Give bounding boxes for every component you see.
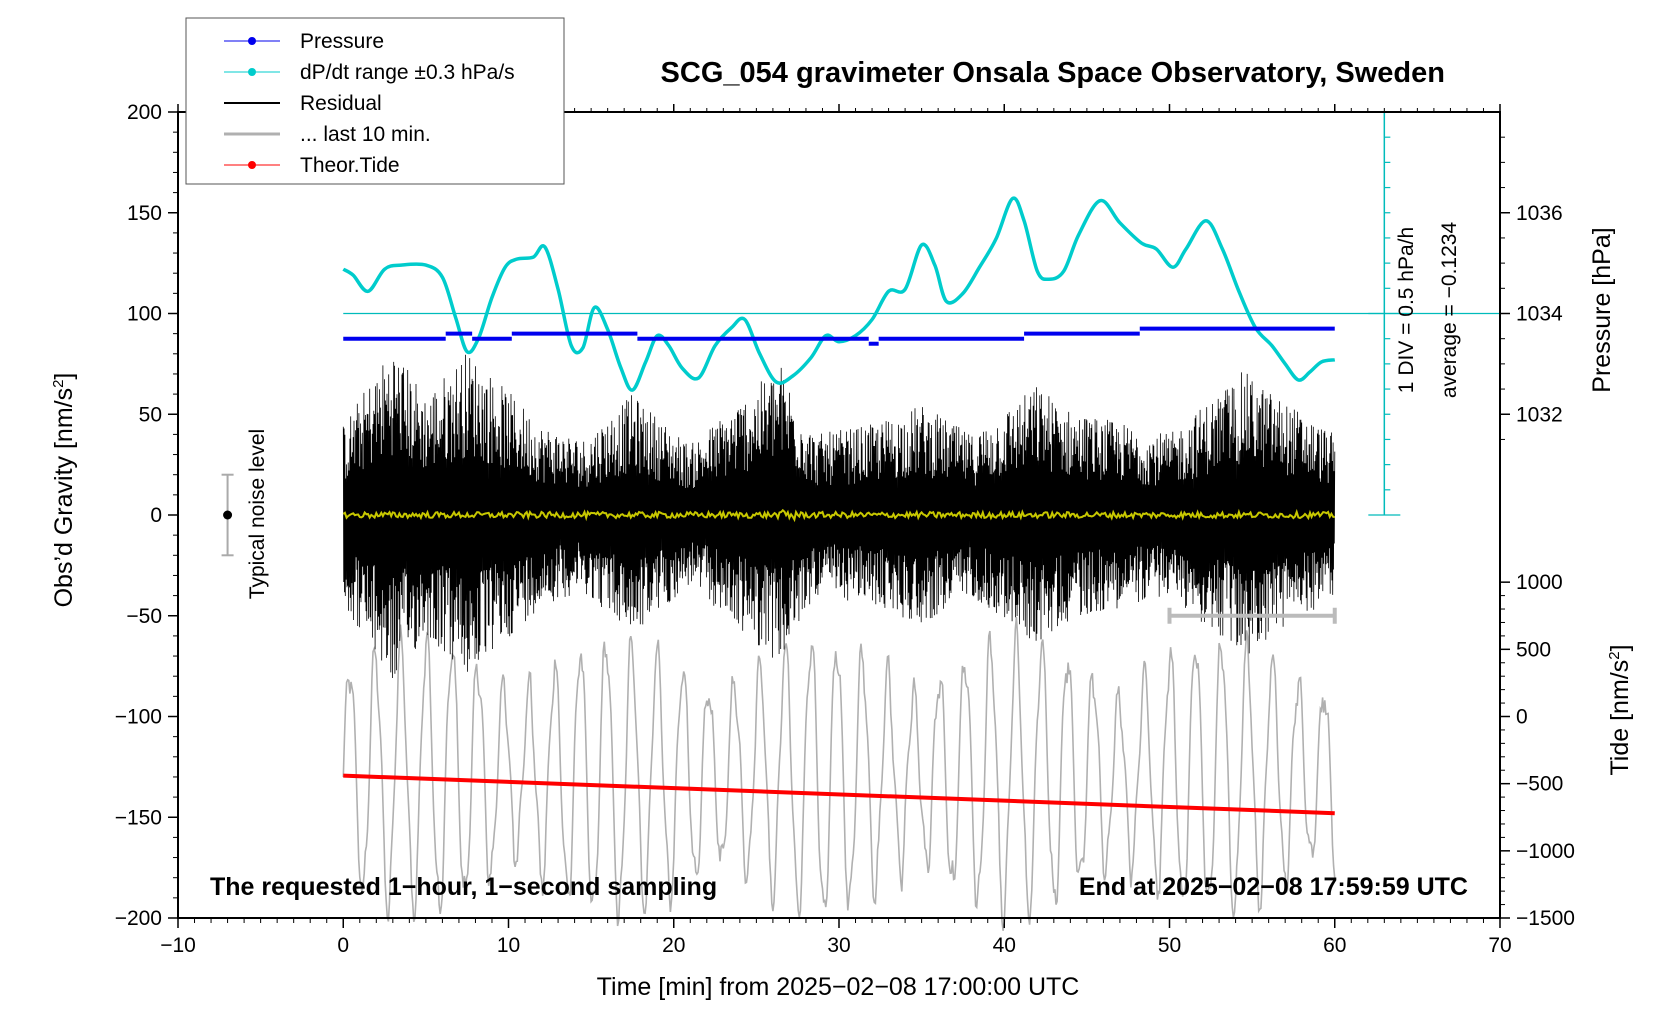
pressure-tick-label: 1032 [1516,403,1563,426]
y-tick-label: −200 [115,907,162,930]
dpdt-range-series [342,196,1336,392]
x-axis-label: Time [min] from 2025−02−08 17:00:00 UTC [597,973,1080,1001]
chart-extras [221,111,1401,624]
annotation-end-time: End at 2025−02−08 17:59:59 UTC [1079,873,1468,901]
tide-tick-label: 1000 [1516,571,1563,594]
residual-line [342,354,1336,679]
y-tick-label: −100 [115,706,162,729]
dpdt-average-label: average = −0.1234 [1438,222,1461,399]
annotation-sampling: The requested 1−hour, 1−second sampling [210,873,717,901]
legend-item-pressure: Pressure [224,30,384,53]
pressure-tick-label: 1036 [1516,202,1563,225]
yellow-trace-line [342,508,1336,523]
residual-series [342,354,1336,679]
x-tick-label: 70 [1488,934,1511,957]
x-tick-label: −10 [160,934,196,957]
legend-label-pressure: Pressure [300,30,384,53]
legend-item-tide: Theor.Tide [224,154,400,177]
legend-item-dpdt: dP/dt range ±0.3 hPa/s [224,61,515,84]
legend-label-tide: Theor.Tide [300,154,400,177]
y-tick-label: 150 [127,202,162,225]
legend-marker-tide [248,161,256,169]
legend-label-dpdt: dP/dt range ±0.3 hPa/s [300,61,515,84]
legend-marker-pressure [248,37,256,45]
pressure-tick-label: 1034 [1516,303,1563,326]
tide-line [343,773,1335,816]
x-tick-label: 50 [1158,934,1181,957]
noise-dot [223,510,233,520]
tide-tick-label: 0 [1516,705,1528,728]
x-tick-label: 10 [497,934,520,957]
x-tick-label: 20 [662,934,685,957]
dpdt-line [342,196,1336,392]
legend-item-last10: ... last 10 min. [224,123,431,146]
yellow-trace-series [342,508,1336,523]
last-10-min-line [342,616,1336,931]
legend-box [185,17,565,185]
y-tick-label: 100 [127,303,162,326]
dpdt-div-label: 1 DIV = 0.5 hPa/h [1395,227,1418,393]
y-tick-label: 200 [127,101,162,124]
tide-tick-label: −500 [1516,773,1563,796]
x-tick-label: 30 [827,934,850,957]
last-10-min-series [342,616,1336,931]
tide-tick-label: 500 [1516,638,1551,661]
y-tick-label: −50 [126,605,162,628]
tide-tick-label: −1000 [1516,840,1575,863]
tide-tick-label: −1500 [1516,907,1575,930]
x-tick-label: 60 [1323,934,1346,957]
axes: −10 0 10 20 30 40 50 60 70−200−150−100−500501001… [115,101,1575,957]
legend-item-residual: Residual [224,92,382,115]
y-tick-label: 0 [150,504,162,527]
legend-label-last10: ... last 10 min. [300,123,431,146]
left-axis-label: Obs’d Gravity [nm/s2] [50,373,78,608]
pressure-series [343,326,1335,346]
x-tick-label: 40 [993,934,1016,957]
noise-level-label: Typical noise level [246,429,269,599]
chart-title: SCG_054 gravimeter Onsala Space Observat… [661,57,1445,89]
legend-marker-dpdt [248,68,256,76]
legend-label-residual: Residual [300,92,382,115]
y-tick-label: −150 [115,806,162,829]
pressure-axis-label: Pressure [hPa] [1588,227,1616,392]
legend: Pressure dP/dt range ±0.3 hPa/s Residual… [185,17,565,185]
y-tick-label: 50 [139,403,162,426]
theoretical-tide-series [343,773,1335,816]
x-tick-label: 0 [337,934,349,957]
tide-axis-label: Tide [nm/s2] [1606,644,1634,775]
